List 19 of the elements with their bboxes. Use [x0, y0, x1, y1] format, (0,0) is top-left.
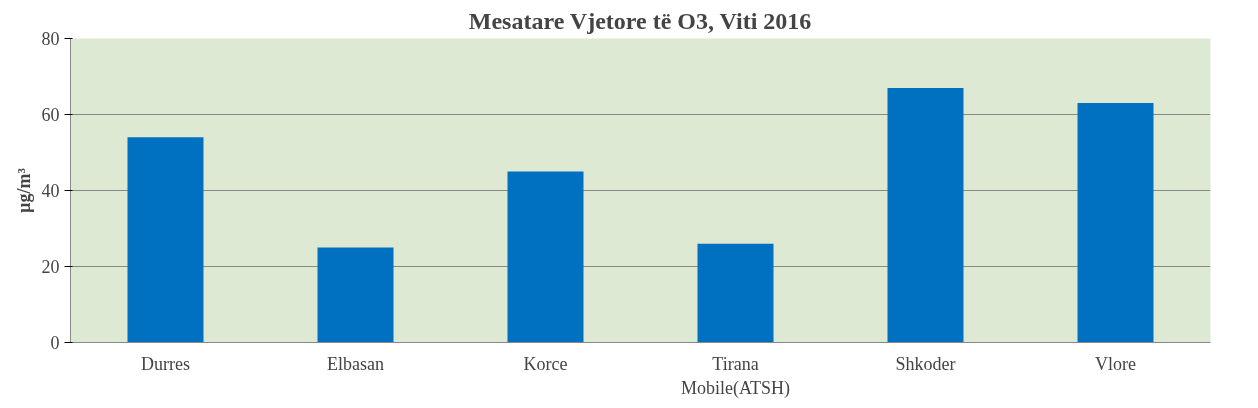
y-axis-title: µg/m³ [13, 167, 34, 213]
x-tick-label: Elbasan [327, 353, 384, 374]
bar [127, 137, 204, 343]
y-tick-label: 40 [41, 181, 60, 201]
x-tick-label: Shkoder [895, 353, 956, 374]
x-tick-label: Vlore [1095, 353, 1136, 374]
bar [317, 247, 394, 343]
bar [697, 243, 774, 343]
y-tick-label: 0 [50, 333, 60, 353]
x-tick-label: Durres [141, 353, 190, 374]
bar [507, 171, 584, 343]
y-tick-label: 20 [41, 257, 60, 277]
bar [1077, 103, 1154, 343]
y-tick-label: 80 [41, 29, 60, 49]
y-tick-label: 60 [41, 105, 60, 125]
x-tick-label: Korce [523, 353, 568, 374]
x-tick-label: Tirana Mobile(ATSH) [681, 353, 790, 399]
chart-title: Mesatare Vjetore të O3, Viti 2016 [468, 7, 812, 34]
bar [887, 87, 964, 343]
